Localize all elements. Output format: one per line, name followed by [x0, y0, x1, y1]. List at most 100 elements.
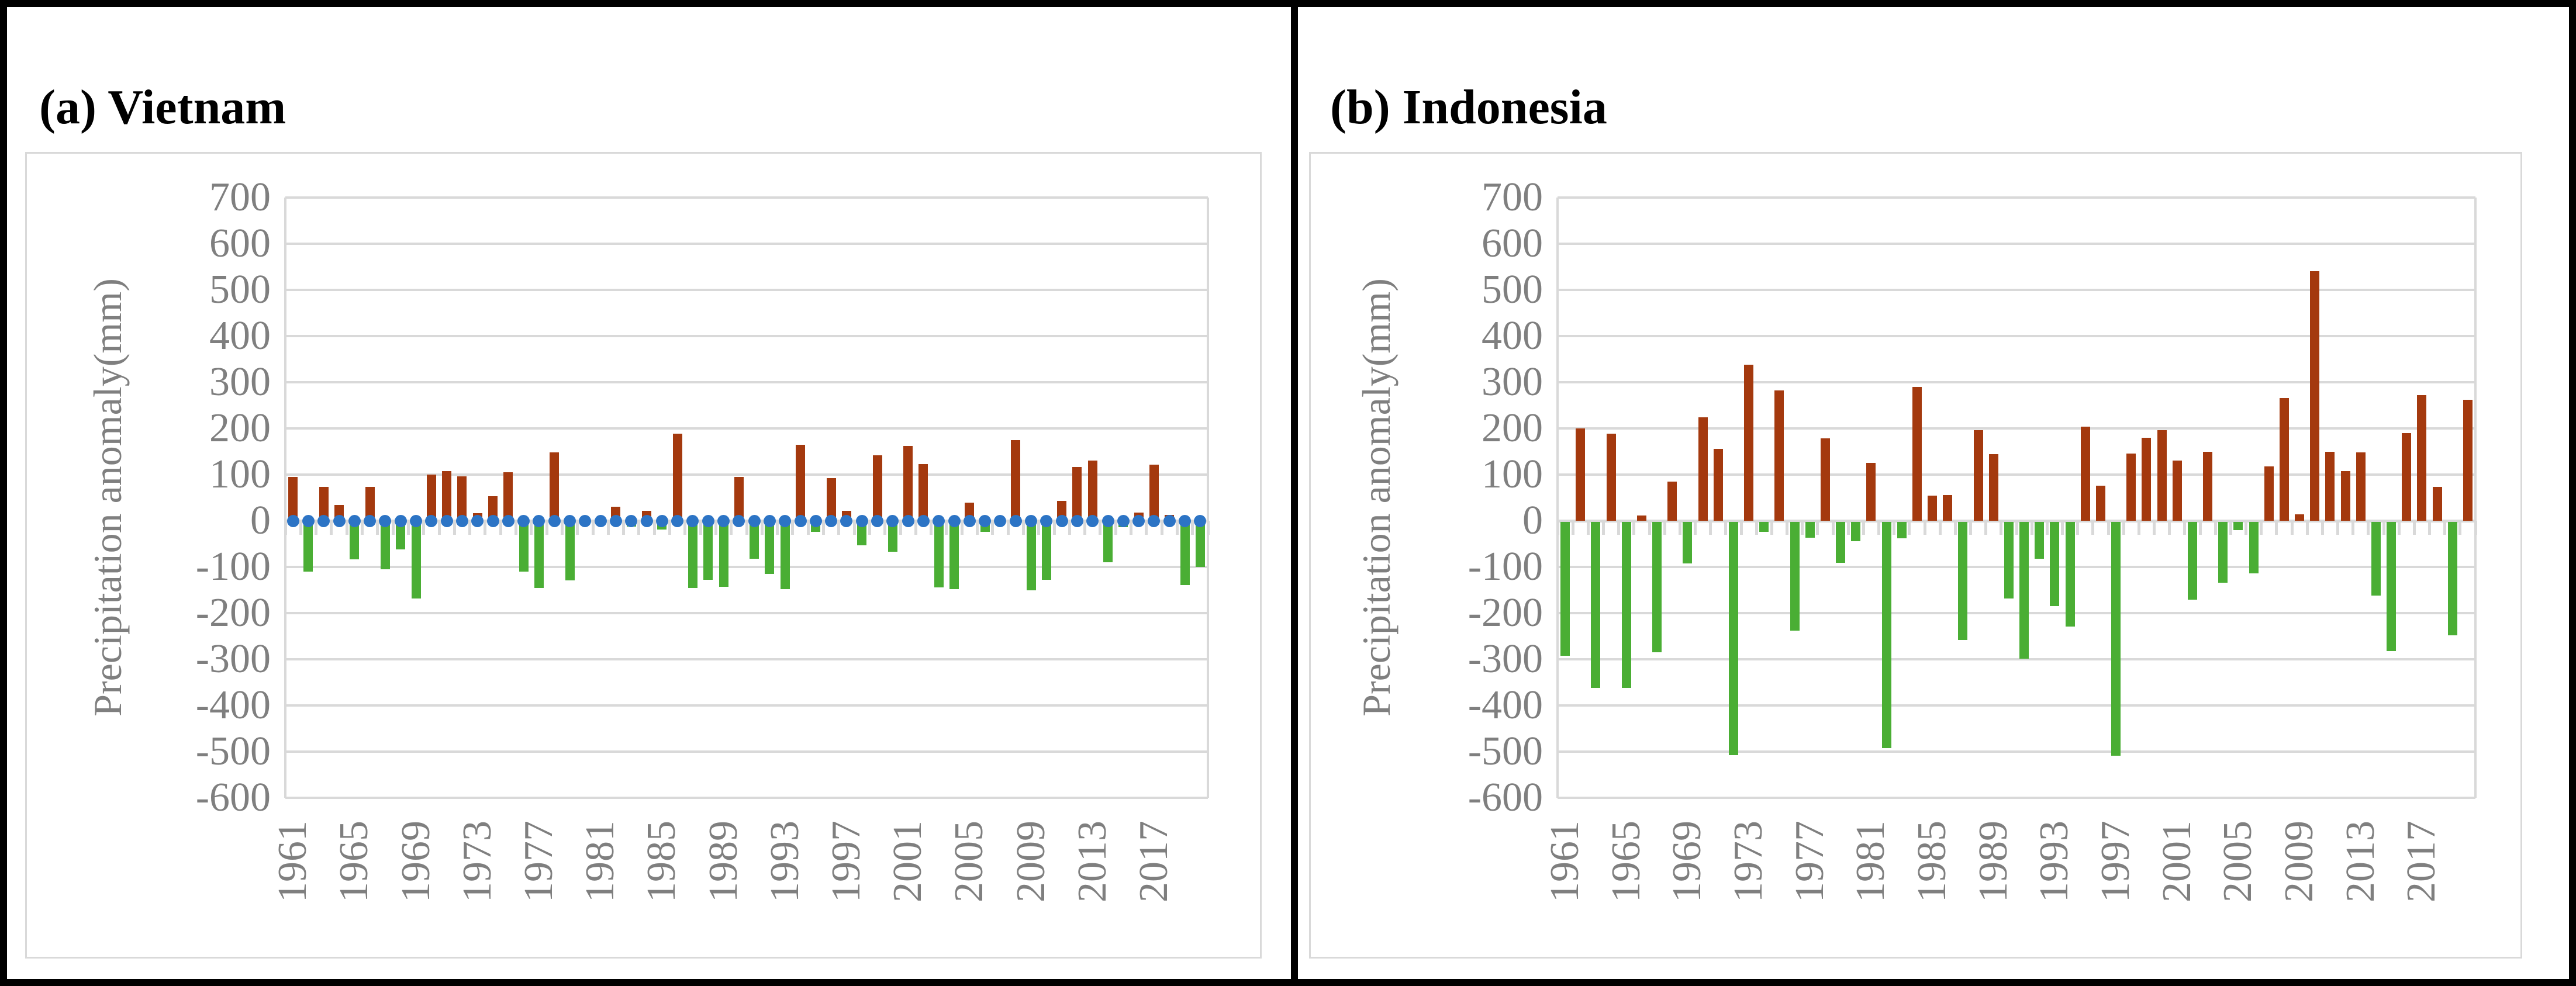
- axis-tick-stub: [2474, 521, 2477, 535]
- zero-dot-1979: [564, 514, 576, 527]
- bar-1984: [1912, 386, 1922, 521]
- bar-1963: [319, 486, 329, 521]
- bar-1962: [1576, 428, 1586, 521]
- axis-tick-stub: [284, 521, 287, 535]
- axis-tick-stub: [1831, 521, 1835, 535]
- zero-dot-1962: [302, 514, 315, 527]
- axis-tick-stub: [868, 521, 871, 535]
- zero-dot-1972: [455, 514, 468, 527]
- bar-1974: [488, 496, 498, 521]
- gridline: [285, 658, 1208, 660]
- bar-1967: [380, 522, 390, 570]
- x-tick-label-2017: 2017: [2399, 821, 2444, 902]
- bar-1972: [457, 476, 467, 521]
- axis-tick-stub: [345, 521, 348, 535]
- bar-2008: [1011, 440, 1021, 521]
- axis-tick-stub: [1206, 521, 1210, 535]
- axis-tick-stub: [1739, 521, 1743, 535]
- axis-tick-stub: [945, 521, 948, 535]
- zero-dot-1999: [871, 514, 884, 527]
- bar-1988: [1973, 430, 1983, 521]
- axis-tick-stub: [1602, 521, 1605, 535]
- zero-dot-1967: [379, 514, 392, 527]
- bar-1966: [1636, 515, 1646, 521]
- zero-dot-2014: [1101, 514, 1114, 527]
- x-tick-label-1981: 1981: [578, 821, 623, 902]
- bar-2020: [1195, 522, 1205, 567]
- axis-tick-stub: [2244, 521, 2247, 535]
- y-tick-label: 100: [1482, 452, 1543, 497]
- axis-tick-stub: [1770, 521, 1773, 535]
- y-tick-label: -400: [1467, 683, 1543, 728]
- zero-dot-2008: [1009, 514, 1022, 527]
- y-tick-label: -400: [195, 683, 271, 728]
- axis-tick-stub: [883, 521, 887, 535]
- bar-2002: [918, 463, 928, 521]
- axis-tick-stub: [1663, 521, 1666, 535]
- zero-dot-1997: [840, 514, 853, 527]
- axis-tick-stub: [606, 521, 610, 535]
- bar-1975: [1774, 390, 1784, 521]
- axis-tick-stub: [1052, 521, 1056, 535]
- axis-tick-stub: [1969, 521, 1972, 535]
- zero-dot-1963: [317, 514, 330, 527]
- axis-tick-stub: [422, 521, 426, 535]
- axis-tick-stub: [315, 521, 318, 535]
- x-tick-label-1969: 1969: [393, 821, 438, 902]
- axis-tick-stub: [1021, 521, 1025, 535]
- zero-dot-1977: [533, 514, 545, 527]
- gridline: [285, 473, 1208, 476]
- bar-1971: [1713, 448, 1723, 521]
- x-tick-label-1965: 1965: [332, 821, 377, 902]
- zero-dot-1969: [410, 514, 423, 527]
- bar-1992: [765, 522, 775, 575]
- bar-1983: [1897, 522, 1907, 539]
- gridline: [1558, 704, 2475, 707]
- axis-tick-stub: [2367, 521, 2370, 535]
- y-tick-label: -500: [1467, 729, 1543, 774]
- y-tick-label: -600: [1467, 775, 1543, 820]
- bar-1965: [1621, 522, 1631, 689]
- y-tick-label: 600: [209, 221, 271, 266]
- axis-tick-stub: [330, 521, 333, 535]
- y-tick-label: -300: [195, 636, 271, 681]
- bar-1969: [1683, 522, 1693, 564]
- bar-2014: [2371, 522, 2381, 596]
- axis-tick-stub: [560, 521, 564, 535]
- bar-1992: [2035, 522, 2045, 559]
- axis-tick-stub: [299, 521, 302, 535]
- bar-1961: [288, 476, 298, 521]
- bar-1991: [2019, 522, 2029, 659]
- axis-tick-stub: [1191, 521, 1194, 535]
- y-tick-label: 300: [1482, 359, 1543, 404]
- bar-2018: [2432, 486, 2442, 521]
- axis-tick-stub: [376, 521, 379, 535]
- zero-dot-2016: [1132, 514, 1145, 527]
- bar-2014: [1103, 522, 1113, 562]
- bar-2017: [2417, 395, 2427, 521]
- bar-1976: [519, 522, 529, 572]
- axis-tick-stub: [499, 521, 502, 535]
- gridline: [285, 566, 1208, 568]
- zero-dot-1974: [486, 514, 499, 527]
- zero-dot-2020: [1194, 514, 1207, 527]
- x-tick-label-1977: 1977: [516, 821, 561, 902]
- axis-tick-stub: [2153, 521, 2156, 535]
- axis-tick-stub: [806, 521, 810, 535]
- axis-tick-stub: [2412, 521, 2416, 535]
- y-tick-label: -500: [195, 729, 271, 774]
- axis-tick-stub: [1175, 521, 1179, 535]
- x-tick-label-1961: 1961: [270, 821, 316, 902]
- y-tick-label: 700: [209, 175, 271, 220]
- gridline: [1558, 289, 2475, 291]
- axis-tick-stub: [1755, 521, 1758, 535]
- bar-2019: [1180, 522, 1190, 586]
- zero-dot-1964: [333, 514, 346, 527]
- bar-1970: [1698, 417, 1708, 521]
- bar-2004: [2218, 522, 2228, 583]
- zero-dot-1983: [625, 514, 638, 527]
- bar-1969: [411, 522, 421, 599]
- x-tick-label-1965: 1965: [1603, 821, 1649, 902]
- axis-tick-stub: [2107, 521, 2110, 535]
